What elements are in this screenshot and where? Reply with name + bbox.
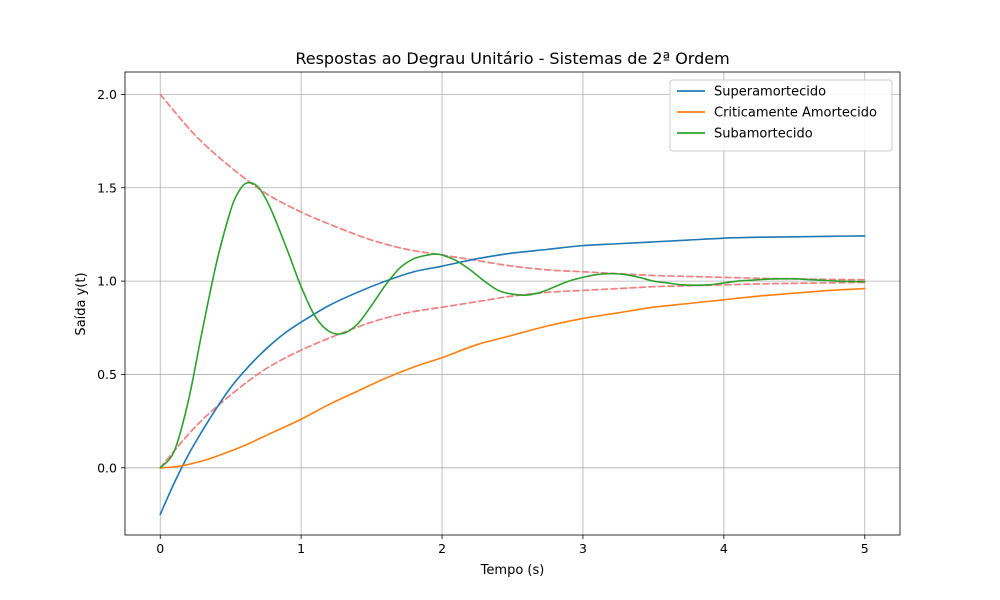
x-tick-label: 1 bbox=[297, 541, 305, 556]
x-tick-label: 2 bbox=[438, 541, 446, 556]
chart-title: Respostas ao Degrau Unitário - Sistemas … bbox=[295, 49, 729, 68]
y-axis: 0.0 0.5 1.0 1.5 2.0 bbox=[97, 87, 125, 475]
legend-box bbox=[669, 79, 893, 152]
x-tick-label: 0 bbox=[156, 541, 164, 556]
x-axis: 0 1 2 3 4 5 bbox=[156, 535, 869, 556]
series-line-subamortecido bbox=[159, 181, 866, 469]
envelope-line bbox=[159, 93, 866, 281]
y-axis-label: Saída y(t) bbox=[74, 272, 89, 335]
y-tick-label: 1.0 bbox=[97, 274, 117, 289]
x-tick-label: 5 bbox=[861, 541, 869, 556]
plot-frame bbox=[124, 71, 901, 536]
x-tick-label: 3 bbox=[579, 541, 587, 556]
envelope-line bbox=[159, 281, 866, 469]
y-tick-label: 0.5 bbox=[97, 367, 117, 382]
plot-lines bbox=[159, 93, 866, 516]
legend-label: Subamortecido bbox=[714, 127, 813, 142]
x-axis-label: Tempo (s) bbox=[480, 563, 545, 578]
y-tick-label: 1.5 bbox=[97, 180, 117, 195]
series-line-superamortecido bbox=[159, 235, 866, 516]
legend-label: Superamortecido bbox=[714, 85, 826, 100]
legend: Superamortecido Criticamente Amortecido Su… bbox=[669, 79, 893, 152]
series-line-criticamente-amortecido bbox=[159, 287, 866, 469]
y-tick-label: 0.0 bbox=[97, 460, 117, 475]
x-tick-label: 4 bbox=[720, 541, 728, 556]
legend-label: Criticamente Amortecido bbox=[714, 106, 877, 121]
y-tick-label: 2.0 bbox=[97, 87, 117, 102]
